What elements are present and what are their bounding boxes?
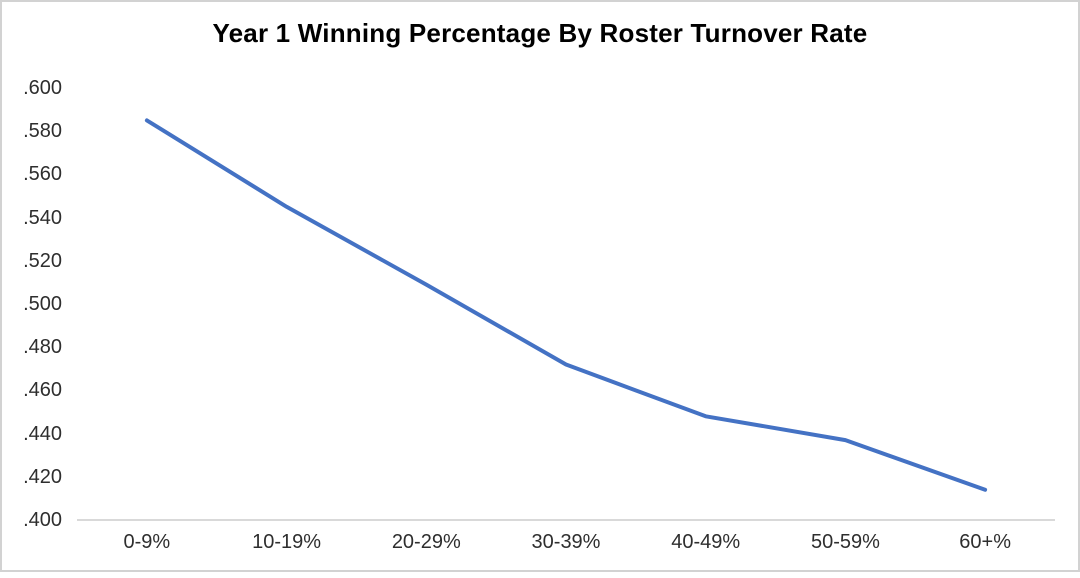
y-tick-label: .580 xyxy=(23,120,62,143)
x-tick-label: 20-29% xyxy=(391,531,461,553)
y-tick-label: .440 xyxy=(23,422,62,445)
y-tick-label: .540 xyxy=(23,206,62,229)
y-tick-label: .560 xyxy=(23,163,62,186)
y-tick-label: .420 xyxy=(23,465,62,488)
x-tick-label: 40-49% xyxy=(671,531,741,553)
x-axis-line xyxy=(77,519,1055,521)
data-line-series xyxy=(144,118,988,492)
y-tick-label: .460 xyxy=(23,379,62,402)
y-tick-label: .400 xyxy=(23,509,62,531)
y-tick-label: .520 xyxy=(23,249,62,272)
y-tick-label: .480 xyxy=(23,336,62,359)
chart-title: Year 1 Winning Percentage By Roster Turn… xyxy=(212,18,868,48)
x-tick-label: 30-39% xyxy=(531,531,601,553)
x-tick-label: 60+% xyxy=(959,531,1011,553)
y-tick-label: .500 xyxy=(23,293,62,315)
x-tick-label: 0-9% xyxy=(123,531,171,553)
x-tick-label: 50-59% xyxy=(810,531,880,553)
x-tick-label: 10-19% xyxy=(252,531,322,553)
y-tick-label: .600 xyxy=(23,77,62,99)
